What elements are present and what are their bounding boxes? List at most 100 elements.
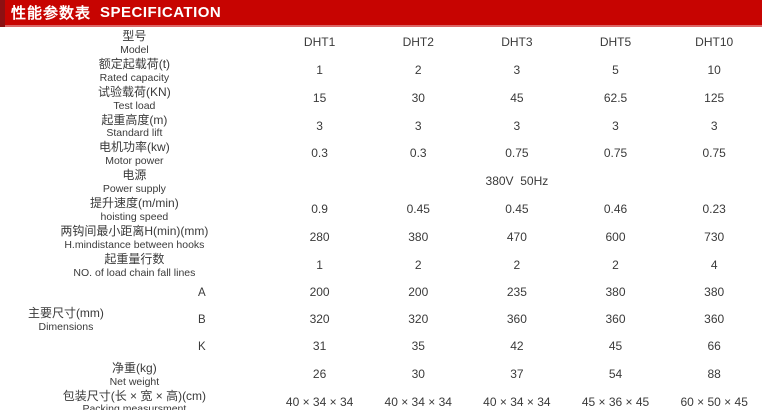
- value-cell: 3: [271, 113, 368, 140]
- title-bar-accent: [0, 0, 5, 27]
- row-label-cn: 电机功率(kw): [99, 140, 170, 155]
- row-label: 起重高度(m) Standard lift: [0, 112, 269, 140]
- row-label-en: Test load: [113, 99, 156, 112]
- row-label: 电源 Power supply: [0, 168, 269, 196]
- value-cell: 3: [469, 57, 565, 84]
- value-cell: 0.23: [666, 197, 762, 224]
- column-header: DHT2: [370, 30, 467, 56]
- value-cell: 320: [271, 307, 368, 333]
- value-cell: 40 × 34 × 34: [271, 389, 368, 410]
- table-row: 起重量行数 NO. of load chain fall lines 1 2 2…: [0, 251, 762, 279]
- value-cell: 2: [370, 252, 467, 279]
- value-cell: 30: [370, 85, 467, 112]
- table-row: 两钩间最小距离H(min)(mm) H.mindistance between …: [0, 224, 762, 251]
- row-label-en: Model: [120, 43, 149, 56]
- value-cell: 470: [469, 225, 565, 251]
- value-cell: 0.45: [469, 197, 565, 224]
- row-label-en: Dimensions: [38, 321, 94, 334]
- row-label-cn: 净重(kg): [112, 360, 157, 375]
- value-cell: 1: [271, 57, 368, 84]
- row-label-cn: 两钩间最小距离H(min)(mm): [60, 224, 209, 239]
- value-cell: 2: [370, 57, 467, 84]
- row-label-cn: 起重量行数: [104, 251, 165, 266]
- value-cell: 3: [370, 113, 467, 140]
- value-cell: 62.5: [567, 85, 664, 112]
- value-cell: 88: [666, 361, 762, 388]
- table-row: 净重(kg) Net weight 26 30 37 54 88: [0, 360, 762, 388]
- value-cell: 42: [469, 334, 565, 360]
- value-cell: 66: [666, 334, 762, 360]
- value-cell: 4: [666, 252, 762, 279]
- value-cell: 125: [666, 85, 762, 112]
- row-label-cn: 主要尺寸(mm): [27, 306, 104, 321]
- table-row-dimension-b: B 320 320 360 360 360: [0, 307, 762, 333]
- value-cell: 45: [567, 334, 664, 360]
- value-cell: 31: [271, 334, 368, 360]
- page-title-en: SPECIFICATION: [100, 4, 222, 21]
- table-row: 电机功率(kw) Motor power 0.3 0.3 0.75 0.75 0…: [0, 140, 762, 168]
- value-cell: 0.75: [469, 141, 565, 168]
- row-label: 试验载荷(KN) Test load: [0, 84, 269, 112]
- value-cell: 2: [469, 252, 565, 279]
- column-header: DHT5: [567, 30, 664, 56]
- column-header: DHT3: [469, 30, 565, 56]
- value-cell: 0.75: [666, 141, 762, 168]
- row-label-cn: 试验载荷(KN): [98, 84, 171, 99]
- dimension-key: K: [134, 334, 269, 360]
- value-cell: 360: [666, 307, 762, 333]
- value-cell: 0.3: [370, 141, 467, 168]
- row-label-en: Motor power: [105, 155, 164, 168]
- row-label: 净重(kg) Net weight: [0, 360, 269, 388]
- value-cell: 35: [370, 334, 467, 360]
- table-row: 提升速度(m/min) hoisting speed 0.9 0.45 0.45…: [0, 196, 762, 224]
- row-label: 电机功率(kw) Motor power: [0, 140, 269, 168]
- table-row: 试验载荷(KN) Test load 15 30 45 62.5 125: [0, 84, 762, 112]
- value-cell: 45: [469, 85, 565, 112]
- value-cell-span: 380V 50Hz: [271, 169, 762, 196]
- value-cell: 3: [567, 113, 664, 140]
- value-cell: 0.9: [271, 197, 368, 224]
- table-row-model: 型号 Model DHT1 DHT2 DHT3 DHT5 DHT10: [0, 29, 762, 56]
- value-cell: 40 × 34 × 34: [370, 389, 467, 410]
- row-label-cn: 起重高度(m): [101, 112, 168, 127]
- value-cell: 0.3: [271, 141, 368, 168]
- row-label-model: 型号 Model: [0, 29, 269, 56]
- row-label: 两钩间最小距离H(min)(mm) H.mindistance between …: [0, 224, 269, 251]
- value-cell: 0.75: [567, 141, 664, 168]
- row-label-cn: 包装尺寸(长 × 宽 × 高)(cm): [62, 388, 207, 403]
- value-cell: 3: [469, 113, 565, 140]
- row-label-en: hoisting speed: [100, 210, 169, 223]
- value-cell: 2: [567, 252, 664, 279]
- row-label-cn: 电源: [122, 168, 147, 183]
- row-label-en: NO. of load chain fall lines: [73, 266, 196, 279]
- value-cell: 0.45: [370, 197, 467, 224]
- row-label-cn: 提升速度(m/min): [90, 196, 179, 211]
- row-label-en: Standard lift: [106, 127, 163, 140]
- value-cell: 320: [370, 307, 467, 333]
- spec-table: 型号 Model DHT1 DHT2 DHT3 DHT5 DHT10 额定起载荷…: [0, 28, 762, 410]
- value-cell: 40 × 34 × 34: [469, 389, 565, 410]
- row-label: 提升速度(m/min) hoisting speed: [0, 196, 269, 224]
- page-title-cn: 性能参数表: [11, 5, 92, 22]
- value-cell: 235: [469, 280, 565, 306]
- value-cell: 360: [567, 307, 664, 333]
- value-cell: 380: [666, 280, 762, 306]
- value-cell: 5: [567, 57, 664, 84]
- row-label-en: Net weight: [109, 375, 160, 388]
- value-cell: 280: [271, 225, 368, 251]
- value-cell: 3: [666, 113, 762, 140]
- table-row: 起重高度(m) Standard lift 3 3 3 3 3: [0, 112, 762, 140]
- dimension-key: A: [134, 280, 269, 306]
- value-cell: 54: [567, 361, 664, 388]
- value-cell: 26: [271, 361, 368, 388]
- column-header: DHT10: [666, 30, 762, 56]
- value-cell: 15: [271, 85, 368, 112]
- column-header: DHT1: [271, 30, 368, 56]
- table-row: 额定起载荷(t) Rated capacity 1 2 3 5 10: [0, 56, 762, 84]
- row-label-cn: 型号: [122, 29, 147, 43]
- value-cell: 45 × 36 × 45: [567, 389, 664, 410]
- row-label-cn: 额定起载荷(t): [98, 56, 171, 71]
- value-cell: 30: [370, 361, 467, 388]
- row-label: 额定起载荷(t) Rated capacity: [0, 56, 269, 84]
